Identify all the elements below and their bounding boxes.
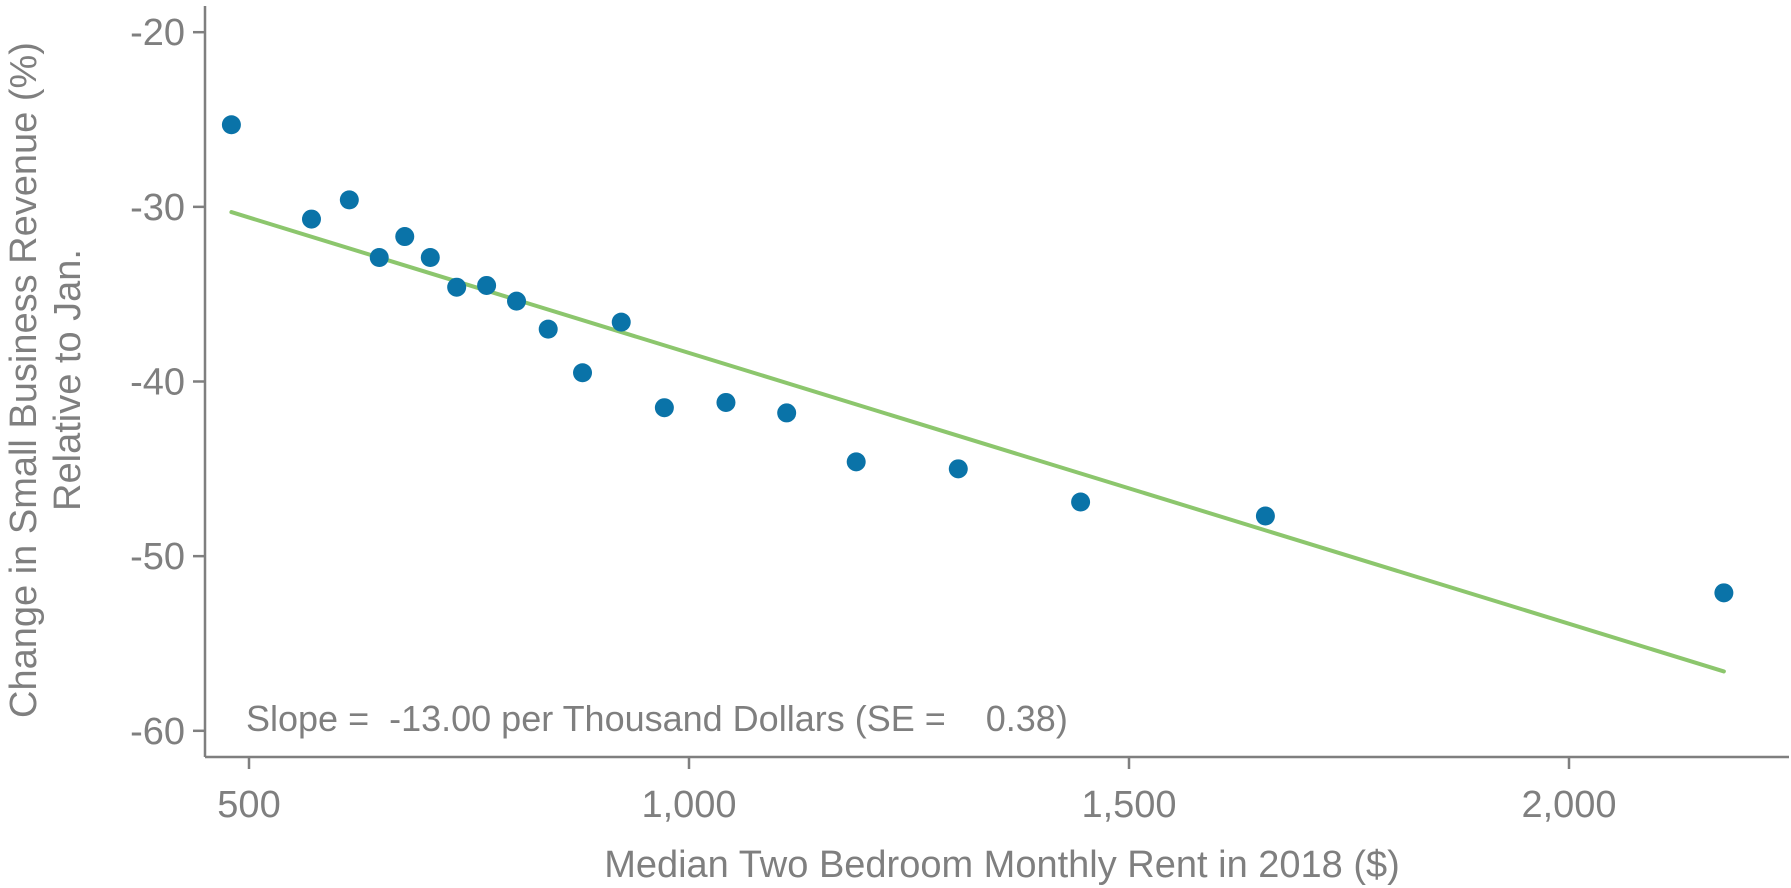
y-tick-label: -20 bbox=[130, 12, 185, 54]
slope-annotation: Slope = -13.00 per Thousand Dollars (SE … bbox=[246, 698, 1068, 739]
data-point bbox=[221, 115, 241, 135]
data-point bbox=[1714, 583, 1734, 603]
y-axis-title-line-2: Relative to Jan. bbox=[47, 249, 89, 511]
data-point bbox=[846, 452, 866, 472]
data-point bbox=[654, 398, 674, 418]
data-point bbox=[573, 363, 593, 383]
data-point bbox=[1255, 506, 1275, 526]
data-point bbox=[447, 277, 467, 297]
x-axis-ticks: 500 1,000 1,500 2,000 bbox=[217, 757, 1617, 826]
x-tick-label: 1,000 bbox=[641, 784, 736, 826]
y-axis-ticks: -20 -30 -40 -50 -60 bbox=[130, 12, 205, 753]
y-tick-label: -50 bbox=[130, 536, 185, 578]
data-point bbox=[1071, 492, 1091, 512]
data-point bbox=[395, 227, 415, 247]
data-point bbox=[538, 319, 558, 339]
data-point bbox=[301, 209, 321, 229]
data-point bbox=[777, 403, 797, 423]
data-point bbox=[477, 275, 497, 295]
data-point bbox=[369, 247, 389, 267]
x-tick-label: 1,500 bbox=[1081, 784, 1176, 826]
data-point bbox=[507, 291, 527, 311]
data-point bbox=[339, 190, 359, 210]
x-tick-label: 500 bbox=[217, 784, 280, 826]
data-point bbox=[611, 312, 631, 332]
data-points bbox=[221, 115, 1734, 603]
y-tick-label: -30 bbox=[130, 187, 185, 229]
data-point bbox=[420, 247, 440, 267]
x-axis-title: Median Two Bedroom Monthly Rent in 2018 … bbox=[604, 844, 1400, 886]
y-axis-title-line-1: Change in Small Business Revenue (%) bbox=[3, 42, 45, 718]
x-tick-label: 2,000 bbox=[1521, 784, 1616, 826]
data-point bbox=[716, 392, 736, 412]
y-tick-label: -60 bbox=[130, 711, 185, 753]
data-point bbox=[948, 459, 968, 479]
y-tick-label: -40 bbox=[130, 362, 185, 404]
